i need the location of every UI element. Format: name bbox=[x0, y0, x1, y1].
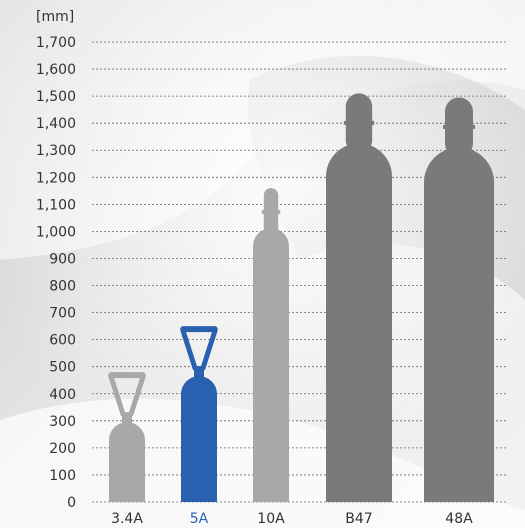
y-tick-label: 400 bbox=[49, 387, 76, 403]
x-tick-label: 3.4A bbox=[111, 511, 143, 527]
y-tick-label: 1,000 bbox=[36, 224, 76, 240]
y-axis-unit: [mm] bbox=[36, 9, 74, 25]
x-axis-tick-labels: 3.4A 5A 10A B47 48A bbox=[111, 511, 473, 527]
y-axis-tick-labels: 0 100 200 300 400 500 600 700 800 900 1,000 1,100 1,… bbox=[36, 35, 76, 511]
y-tick-label: 0 bbox=[67, 495, 76, 511]
y-tick-label: 300 bbox=[49, 414, 76, 430]
y-tick-label: 500 bbox=[49, 360, 76, 376]
x-tick-label: B47 bbox=[345, 511, 372, 527]
y-tick-label: 1,400 bbox=[36, 116, 76, 132]
bar-body bbox=[109, 422, 145, 502]
y-tick-label: 200 bbox=[49, 441, 76, 457]
x-tick-label: 5A bbox=[190, 511, 209, 527]
bar-5a bbox=[180, 326, 218, 502]
y-tick-label: 1,600 bbox=[36, 62, 76, 78]
x-tick-label: 48A bbox=[445, 511, 473, 527]
bar-body bbox=[181, 376, 217, 502]
x-tick-label: 10A bbox=[257, 511, 285, 527]
y-tick-label: 1,700 bbox=[36, 35, 76, 51]
y-tick-label: 800 bbox=[49, 279, 76, 295]
bar-3-4a bbox=[108, 372, 146, 502]
y-tick-label: 1,200 bbox=[36, 170, 76, 186]
y-tick-label: 1,100 bbox=[36, 197, 76, 213]
bar-b47 bbox=[326, 93, 392, 503]
cylinder-bars bbox=[108, 93, 494, 503]
bar-body bbox=[253, 228, 289, 502]
y-tick-label: 1,500 bbox=[36, 89, 76, 105]
bar-10a bbox=[253, 188, 289, 502]
y-tick-label: 1,300 bbox=[36, 143, 76, 159]
y-tick-label: 900 bbox=[49, 251, 76, 267]
y-tick-label: 100 bbox=[49, 468, 76, 484]
bar-48a bbox=[424, 97, 494, 502]
y-tick-label: 600 bbox=[49, 333, 76, 349]
bar-body bbox=[424, 147, 494, 502]
y-tick-label: 700 bbox=[49, 306, 76, 322]
bar-body bbox=[326, 143, 392, 503]
